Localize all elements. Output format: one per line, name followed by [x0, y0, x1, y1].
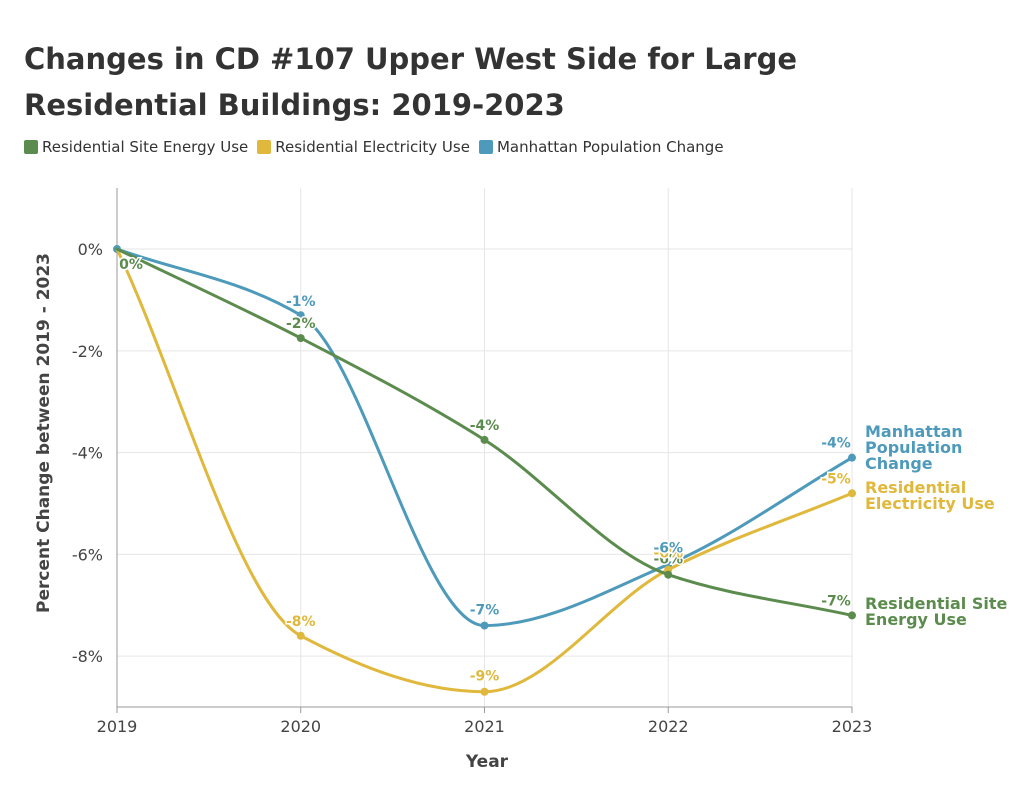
y-tick-label: -6% — [72, 545, 103, 564]
series-lines — [113, 245, 856, 696]
y-tick-label: -8% — [72, 647, 103, 666]
x-tick-label: 2022 — [648, 717, 689, 736]
legend-label-population: Manhattan Population Change — [496, 138, 724, 156]
y-axis-title: Percent Change between 2019 - 2023 — [34, 253, 54, 613]
legend: Residential Site Energy Use Residential … — [24, 138, 733, 156]
series-line-population — [115, 247, 854, 628]
legend-item-electricity[interactable]: Residential Electricity Use — [257, 138, 470, 156]
legend-swatch-electricity — [257, 140, 272, 154]
series-end-label-population: Change — [865, 454, 933, 473]
legend-label-electricity: Residential Electricity Use — [275, 138, 470, 156]
x-tick-label: 2023 — [832, 717, 873, 736]
data-label-electricity: -5% — [821, 471, 851, 487]
legend-swatch-population — [478, 140, 493, 154]
data-point-electricity[interactable] — [848, 489, 856, 498]
series-end-label-population: Population — [865, 438, 962, 457]
data-label-electricity: -6% — [653, 546, 683, 562]
data-point-site-energy[interactable] — [480, 435, 489, 444]
series-end-label-electricity: Residential — [865, 478, 966, 497]
series-line-electricity — [115, 247, 854, 694]
legend-item-site-energy[interactable]: Residential Site Energy Use — [24, 138, 248, 156]
data-label-population: -6% — [653, 541, 683, 557]
series-end-label-site-energy: Residential Site — [865, 594, 1008, 613]
axes: 0% -2% -4% -6% -8% 2019 2020 2021 2022 2023 — [72, 188, 873, 736]
x-tick-label: 2021 — [464, 717, 505, 736]
data-label-site-energy: -6% — [653, 552, 683, 568]
x-axis-title: Year — [465, 752, 509, 772]
data-label-site-energy: -7% — [821, 593, 851, 609]
chart-title: Changes in CD #107 Upper West Side for L… — [24, 42, 798, 122]
data-label-population: -1% — [286, 294, 316, 310]
legend-label-site-energy: Residential Site Energy Use — [42, 138, 249, 156]
data-point-site-energy[interactable] — [848, 611, 856, 620]
data-label-population: -4% — [821, 436, 851, 452]
y-tick-label: -4% — [72, 444, 103, 463]
data-point-population[interactable] — [848, 453, 856, 462]
data-label-electricity: -9% — [470, 669, 500, 685]
data-point-population[interactable] — [296, 311, 305, 320]
data-point-site-energy[interactable] — [296, 334, 305, 343]
series-end-label-population: Manhattan — [865, 422, 963, 441]
data-point-electricity[interactable] — [296, 631, 305, 640]
legend-swatch-site-energy — [24, 140, 38, 154]
series-end-label-site-energy: Energy Use — [865, 610, 967, 629]
data-label-site-energy: -2% — [286, 316, 316, 332]
legend-item-population[interactable]: Manhattan Population Change — [478, 138, 724, 156]
data-label-site-energy: 0% — [119, 257, 143, 273]
y-tick-label: 0% — [78, 240, 103, 259]
x-tick-label: 2020 — [280, 717, 321, 736]
data-label-population: -7% — [470, 603, 500, 619]
y-tick-label: -2% — [72, 342, 103, 361]
data-point-population[interactable] — [480, 621, 489, 630]
series-end-label-electricity: Electricity Use — [865, 494, 995, 513]
data-point-electricity[interactable] — [480, 687, 489, 696]
data-point-site-energy[interactable] — [664, 570, 673, 579]
data-label-electricity: -8% — [286, 614, 316, 630]
data-label-site-energy: -4% — [470, 418, 500, 434]
x-tick-label: 2019 — [97, 717, 138, 736]
